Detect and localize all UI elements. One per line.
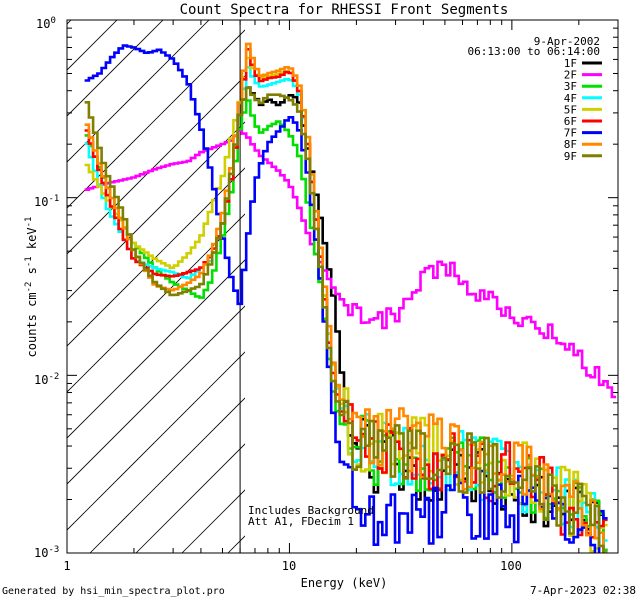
series-9F — [84, 86, 605, 553]
hatch-line — [67, 305, 245, 485]
hatch-line — [67, 167, 245, 347]
hatch-line — [89, 397, 245, 553]
y-axis-label: counts cm-2 s-1 keV-1 — [24, 217, 39, 358]
series-2F — [84, 129, 617, 399]
hatch-line — [67, 20, 164, 117]
legend-label-8F: 8F — [564, 138, 577, 151]
hatch-line — [67, 75, 245, 255]
background-note: Includes Background — [248, 504, 374, 517]
legend-label-5F: 5F — [564, 103, 577, 116]
legend-label-3F: 3F — [564, 80, 577, 93]
x-tick-label-2: 100 — [500, 559, 522, 573]
legend-label-6F: 6F — [564, 115, 577, 128]
legend-label-2F: 2F — [564, 69, 577, 82]
y-tick-label-0: 100 — [36, 16, 56, 31]
series-8F — [84, 42, 608, 553]
axis-ticks — [66, 19, 619, 554]
svg-text:100: 100 — [36, 16, 56, 31]
y-tick-label-1: 10-1 — [34, 194, 59, 209]
series-layer — [84, 42, 617, 553]
series-6F — [84, 48, 608, 539]
plot-frame — [66, 19, 619, 554]
hatch-line — [0, 0, 6, 553]
legend-label-1F: 1F — [564, 57, 577, 70]
date-annotation: 9-Apr-2002 — [534, 35, 600, 48]
hatch-line — [135, 443, 245, 553]
svg-text:10-3: 10-3 — [34, 545, 59, 560]
legend-label-9F: 9F — [564, 150, 577, 163]
chart-title: Count Spectra for RHESSI Front Segments — [180, 2, 509, 18]
hatch-line — [67, 259, 245, 439]
footer-generator: Generated by hsi_min_spectra_plot.pro — [2, 586, 225, 597]
series-4F — [84, 65, 608, 553]
attenuator-note: Att A1, FDecim 1 — [248, 515, 354, 528]
legend-label-4F: 4F — [564, 92, 577, 105]
hatch-line — [67, 20, 72, 25]
hatch-line — [67, 351, 245, 531]
series-7F — [84, 44, 608, 553]
hatch-line — [67, 20, 118, 71]
legend-label-7F: 7F — [564, 127, 577, 140]
footer-timestamp: 7-Apr-2023 02:38 — [530, 584, 636, 597]
y-tick-label-2: 10-2 — [34, 372, 59, 387]
time-range-annotation: 06:13:00 to 06:14:00 — [468, 45, 600, 58]
svg-text:10-1: 10-1 — [34, 194, 59, 209]
svg-text:10-2: 10-2 — [34, 372, 59, 387]
x-tick-label-1: 10 — [282, 559, 296, 573]
hatch-line — [67, 29, 245, 209]
x-axis-label: Energy (keV) — [301, 576, 388, 590]
hatch-line — [67, 20, 210, 163]
hatch-line — [67, 121, 245, 301]
x-tick-label-0: 1 — [63, 559, 70, 573]
y-tick-label-3: 10-3 — [34, 545, 59, 560]
